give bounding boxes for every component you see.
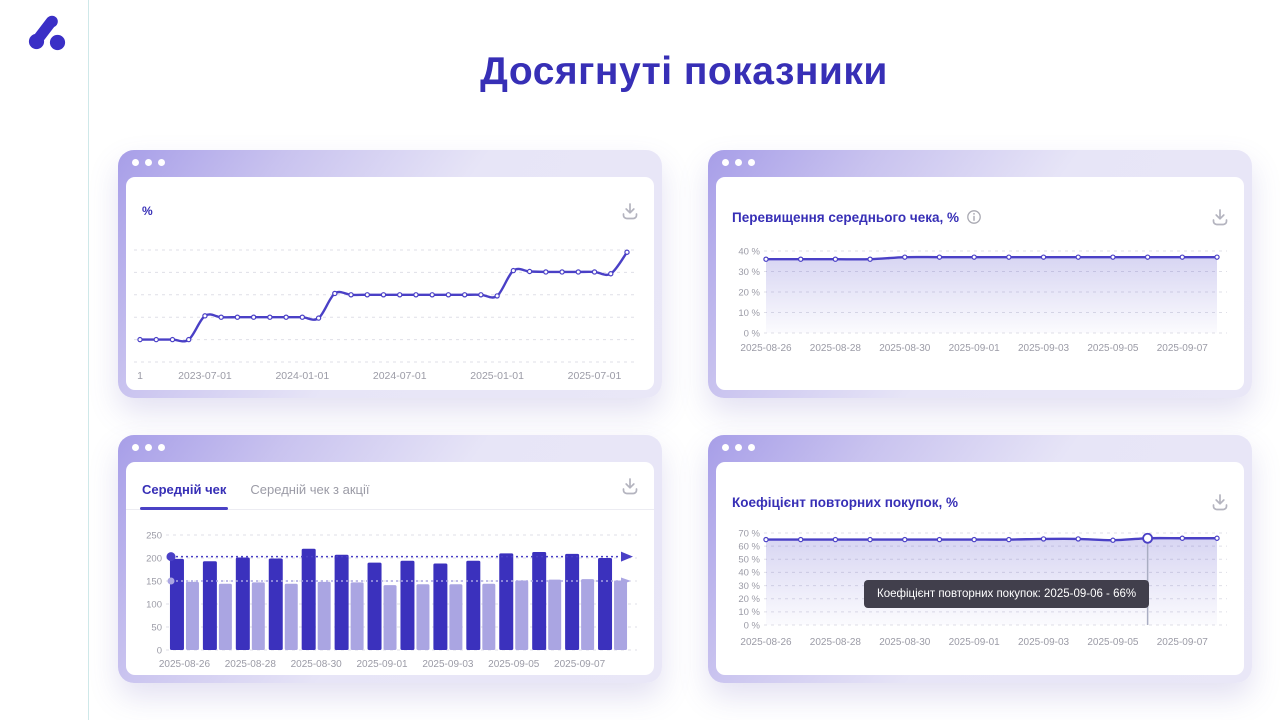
svg-text:1: 1 [137, 370, 143, 382]
window-content: Перевищення середнього чека, % 0 % 10 % 20… [716, 177, 1244, 390]
svg-text:2025-07-01: 2025-07-01 [568, 370, 622, 382]
svg-text:2024-01-01: 2024-01-01 [275, 370, 329, 382]
browser-window-growth-chart: % 1 2023-07-01 2024-01-01 2024-07-01 2025-01… [118, 150, 662, 398]
svg-text:2023-07-01: 2023-07-01 [178, 370, 232, 382]
svg-text:2025-09-07: 2025-09-07 [554, 659, 606, 670]
svg-text:2025-08-26: 2025-08-26 [740, 343, 792, 354]
logo-dot-right [49, 34, 66, 51]
svg-text:2025-08-28: 2025-08-28 [810, 343, 862, 354]
svg-text:70 %: 70 % [738, 528, 760, 539]
window-dot [735, 444, 742, 451]
window-controls [132, 444, 165, 451]
svg-text:2025-09-05: 2025-09-05 [1087, 343, 1139, 354]
chart-title: Перевищення середнього чека, % [732, 209, 959, 225]
svg-text:2025-09-05: 2025-09-05 [488, 659, 540, 670]
growth-line-chart[interactable]: 1 2023-07-01 2024-01-01 2024-07-01 2025-01-0… [130, 235, 654, 385]
svg-text:2025-08-28: 2025-08-28 [225, 659, 277, 670]
svg-text:60 %: 60 % [738, 541, 760, 552]
browser-window-check-excess: Перевищення середнього чека, % 0 % 10 % 20… [708, 150, 1252, 398]
window-content: Коефіцієнт повторних покупок, % 0 % 10 % 2… [716, 462, 1244, 675]
svg-text:0 %: 0 % [744, 328, 761, 339]
browser-window-average-check: Середній чек Середній чек з акції 0 50 100… [118, 435, 662, 683]
window-dot [158, 444, 165, 451]
svg-text:50 %: 50 % [738, 555, 760, 566]
window-controls [132, 159, 165, 166]
window-controls [722, 159, 755, 166]
window-dot [722, 159, 729, 166]
check-excess-area-chart[interactable]: 0 % 10 % 20 % 30 % 40 % 2025-08-26 2025-08-28 2… [720, 239, 1244, 357]
window-dot [158, 159, 165, 166]
window-dot [145, 444, 152, 451]
svg-text:2024-07-01: 2024-07-01 [373, 370, 427, 382]
logo-dot-top [46, 15, 58, 28]
svg-text:20 %: 20 % [738, 287, 760, 298]
svg-text:2025-08-30: 2025-08-30 [879, 343, 931, 354]
chart-header: Коефіцієнт повторних покупок, % [716, 462, 1244, 512]
svg-text:2025-08-28: 2025-08-28 [810, 637, 862, 648]
svg-text:50: 50 [151, 622, 162, 633]
tab-bar: Середній чек Середній чек з акції [126, 462, 654, 510]
average-check-bar-chart[interactable]: 0 50 100 150 200 250 2025-08-26 2025-08-28 2025-… [130, 523, 654, 673]
logo-dot-left [28, 33, 45, 50]
svg-text:100: 100 [146, 599, 162, 610]
window-controls [722, 444, 755, 451]
window-dot [735, 159, 742, 166]
download-icon[interactable] [1210, 207, 1230, 227]
svg-text:2025-08-26: 2025-08-26 [159, 659, 211, 670]
svg-text:2025-09-01: 2025-09-01 [949, 343, 1001, 354]
svg-text:2025-09-01: 2025-09-01 [356, 659, 408, 670]
svg-text:2025-09-07: 2025-09-07 [1157, 343, 1209, 354]
window-content: Середній чек Середній чек з акції 0 50 100… [126, 462, 654, 675]
svg-text:2025-09-03: 2025-09-03 [422, 659, 474, 670]
window-content: % 1 2023-07-01 2024-01-01 2024-07-01 2025-01… [126, 177, 654, 390]
tab-average-check-promo[interactable]: Середній чек з акції [250, 482, 370, 497]
svg-text:2025-09-05: 2025-09-05 [1087, 637, 1139, 648]
chart-header: % [126, 177, 654, 221]
window-dot [132, 444, 139, 451]
window-dot [748, 159, 755, 166]
chart-title: Коефіцієнт повторних покупок, % [732, 494, 959, 510]
svg-text:250: 250 [146, 530, 162, 541]
svg-text:30 %: 30 % [738, 267, 760, 278]
svg-text:2025-01-01: 2025-01-01 [470, 370, 524, 382]
svg-text:2025-08-30: 2025-08-30 [291, 659, 343, 670]
download-icon[interactable] [1210, 492, 1230, 512]
svg-text:10 %: 10 % [738, 607, 760, 618]
window-dot [722, 444, 729, 451]
svg-text:2025-08-26: 2025-08-26 [740, 637, 792, 648]
download-icon[interactable] [620, 201, 640, 221]
svg-text:10 %: 10 % [738, 308, 760, 319]
svg-text:0: 0 [157, 645, 162, 656]
svg-text:40 %: 40 % [738, 246, 760, 257]
svg-text:200: 200 [146, 553, 162, 564]
svg-text:2025-09-07: 2025-09-07 [1157, 637, 1209, 648]
tab-average-check[interactable]: Середній чек [139, 482, 229, 510]
brand-logo [28, 15, 66, 51]
left-column-divider [88, 0, 89, 720]
chart-header: Перевищення середнього чека, % [716, 177, 1244, 227]
info-icon[interactable] [966, 209, 982, 225]
svg-text:150: 150 [146, 576, 162, 587]
slide-title: Досягнуті показники [480, 50, 888, 93]
download-icon[interactable] [620, 476, 640, 496]
svg-text:2025-08-30: 2025-08-30 [879, 637, 931, 648]
svg-text:2025-09-03: 2025-09-03 [1018, 637, 1070, 648]
svg-text:0 %: 0 % [744, 620, 761, 631]
svg-text:2025-09-01: 2025-09-01 [949, 637, 1001, 648]
window-dot [748, 444, 755, 451]
svg-text:30 %: 30 % [738, 581, 760, 592]
window-dot [145, 159, 152, 166]
chart-tooltip: Коефіцієнт повторних покупок: 2025-09-06… [864, 580, 1150, 608]
svg-text:2025-09-03: 2025-09-03 [1018, 343, 1070, 354]
browser-window-repeat-rate: Коефіцієнт повторних покупок, % 0 % 10 % 2… [708, 435, 1252, 683]
svg-text:40 %: 40 % [738, 568, 760, 579]
y-axis-unit-label: % [142, 204, 153, 218]
window-dot [132, 159, 139, 166]
svg-text:20 %: 20 % [738, 594, 760, 605]
